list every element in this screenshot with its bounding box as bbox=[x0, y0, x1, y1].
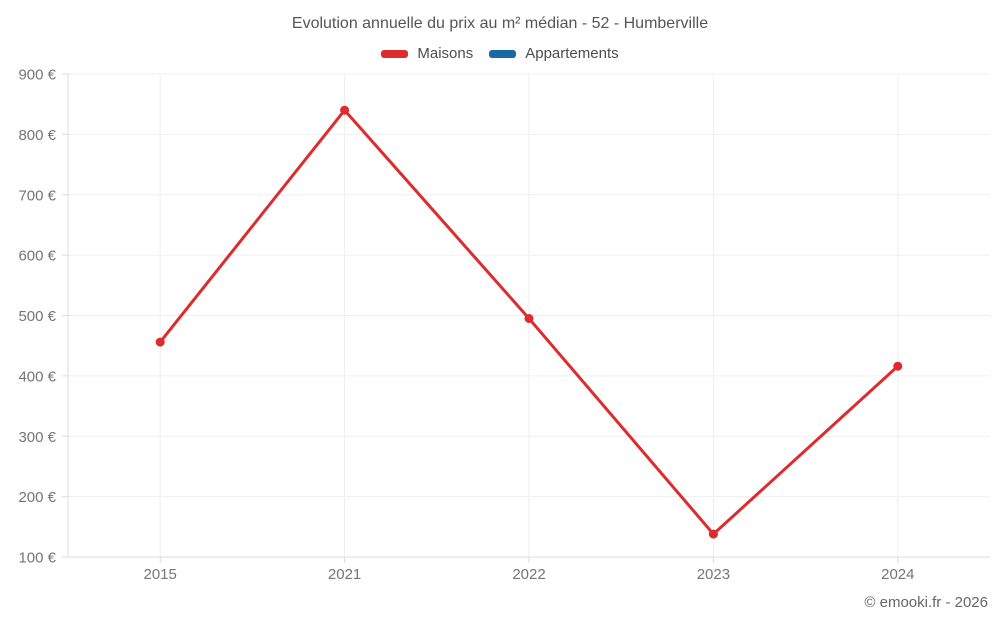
x-axis-label: 2024 bbox=[881, 566, 914, 583]
legend-label-maisons: Maisons bbox=[417, 45, 474, 62]
y-axis-label: 400 € bbox=[18, 368, 56, 385]
y-axis-label: 200 € bbox=[18, 489, 56, 506]
data-point-maisons-2015[interactable] bbox=[155, 337, 165, 347]
data-point-maisons-2022[interactable] bbox=[524, 314, 534, 323]
y-axis-label: 300 € bbox=[18, 429, 56, 446]
x-axis-label: 2023 bbox=[697, 566, 730, 583]
copyright-footer: © emooki.fr - 2026 bbox=[864, 594, 988, 611]
legend-item-appartements[interactable]: Appartements bbox=[489, 45, 619, 62]
chart-legend: Maisons Appartements bbox=[0, 45, 1000, 62]
legend-swatch-appartements-icon bbox=[489, 49, 517, 58]
y-axis-label: 100 € bbox=[18, 550, 56, 567]
y-axis-label: 900 € bbox=[18, 67, 56, 84]
x-axis-label: 2021 bbox=[328, 566, 361, 583]
data-point-maisons-2023[interactable] bbox=[708, 529, 718, 539]
y-axis-label: 800 € bbox=[18, 127, 56, 144]
data-point-maisons-2021[interactable] bbox=[340, 105, 350, 115]
y-axis-label: 600 € bbox=[18, 248, 56, 265]
x-axis-label: 2015 bbox=[144, 566, 177, 583]
y-axis-label: 500 € bbox=[18, 308, 56, 325]
legend-label-appartements: Appartements bbox=[525, 45, 619, 62]
x-axis-label: 2022 bbox=[512, 566, 545, 583]
legend-item-maisons[interactable]: Maisons bbox=[381, 45, 473, 62]
y-axis-label: 700 € bbox=[18, 187, 56, 204]
chart-title: Evolution annuelle du prix au m² médian … bbox=[291, 15, 709, 32]
legend-swatch-maisons-icon bbox=[381, 49, 409, 58]
data-point-maisons-2024[interactable] bbox=[893, 361, 903, 371]
